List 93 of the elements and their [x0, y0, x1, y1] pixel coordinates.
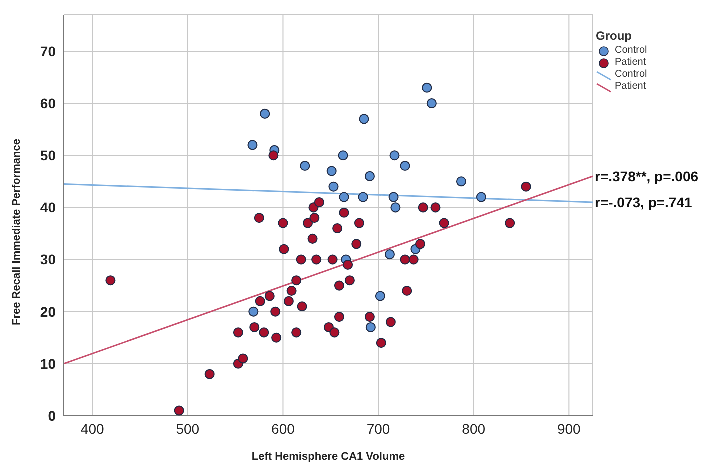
point — [334, 312, 344, 322]
point — [233, 328, 244, 338]
point — [204, 369, 215, 380]
y-tick-label: 20 — [40, 304, 56, 320]
annotation: r=-.073, p=.741 — [595, 194, 693, 210]
point — [270, 306, 281, 317]
point — [330, 328, 340, 338]
point — [248, 306, 259, 317]
point — [292, 276, 302, 286]
point — [302, 218, 314, 228]
legend-label: Control — [615, 69, 648, 81]
point — [332, 224, 343, 234]
point — [364, 171, 375, 182]
point — [255, 296, 266, 306]
point — [339, 192, 350, 202]
point — [297, 302, 308, 312]
point — [326, 166, 337, 176]
point — [388, 192, 399, 202]
point — [354, 218, 364, 228]
point — [426, 98, 437, 109]
legend-label: Control — [615, 45, 648, 57]
legend-label: Patient — [615, 57, 646, 69]
point — [328, 182, 339, 192]
legend-label: Patient — [615, 81, 646, 93]
point — [260, 108, 270, 119]
point — [418, 202, 428, 213]
point — [390, 202, 401, 213]
y-tick-label: 70 — [40, 43, 56, 60]
point — [286, 286, 297, 296]
point — [250, 322, 260, 332]
point — [343, 260, 354, 270]
point — [439, 218, 450, 228]
point — [386, 317, 396, 328]
legend-title: Group — [596, 29, 633, 43]
point — [400, 161, 410, 172]
point — [268, 150, 279, 161]
point — [521, 182, 532, 192]
point — [264, 291, 275, 302]
point — [400, 254, 410, 265]
point — [384, 250, 395, 260]
point — [279, 244, 290, 254]
point — [334, 280, 344, 291]
point — [174, 406, 184, 416]
point — [476, 192, 486, 202]
x-tick-label: 700 — [366, 420, 390, 437]
point — [366, 322, 376, 332]
point — [339, 208, 350, 218]
point — [106, 276, 116, 286]
point — [300, 161, 310, 172]
x-tick-label: 800 — [462, 420, 486, 437]
y-axis-title: Free Recall Immediate Performance — [10, 139, 23, 326]
y-tick-label: 40 — [40, 200, 56, 216]
point — [352, 239, 362, 250]
point — [254, 213, 264, 224]
point — [402, 286, 412, 296]
point — [292, 328, 302, 338]
point — [312, 254, 322, 265]
point — [430, 202, 441, 213]
point — [456, 176, 466, 187]
point — [359, 114, 370, 124]
point — [364, 312, 375, 322]
x-axis-title: Left Hemisphere CA1 Volume — [252, 451, 406, 463]
y-tick-label: 10 — [40, 356, 56, 372]
point — [272, 332, 282, 343]
point — [358, 192, 368, 202]
point — [422, 82, 432, 93]
point — [310, 213, 320, 224]
point — [505, 218, 516, 228]
point — [278, 218, 288, 228]
point — [328, 254, 338, 265]
point — [390, 150, 400, 161]
point — [408, 254, 419, 265]
y-tick-label: 60 — [40, 96, 56, 112]
x-tick-label: 600 — [272, 420, 296, 437]
point — [296, 254, 306, 265]
point — [248, 140, 258, 150]
point — [259, 328, 270, 338]
point — [238, 354, 248, 364]
y-tick-label: 50 — [40, 148, 56, 164]
y-tick-label: 0 — [48, 408, 56, 424]
point — [314, 197, 324, 208]
x-tick-label: 900 — [557, 420, 582, 437]
point — [344, 276, 355, 286]
annotation: r=.378**, p=.006 — [595, 168, 699, 184]
point — [338, 150, 348, 161]
point — [308, 234, 318, 244]
x-tick-label: 400 — [80, 420, 104, 437]
point — [375, 291, 386, 302]
y-tick-label: 30 — [40, 252, 56, 268]
x-tick-label: 500 — [176, 420, 200, 437]
point — [376, 338, 386, 348]
point — [284, 296, 294, 306]
point — [415, 239, 426, 250]
